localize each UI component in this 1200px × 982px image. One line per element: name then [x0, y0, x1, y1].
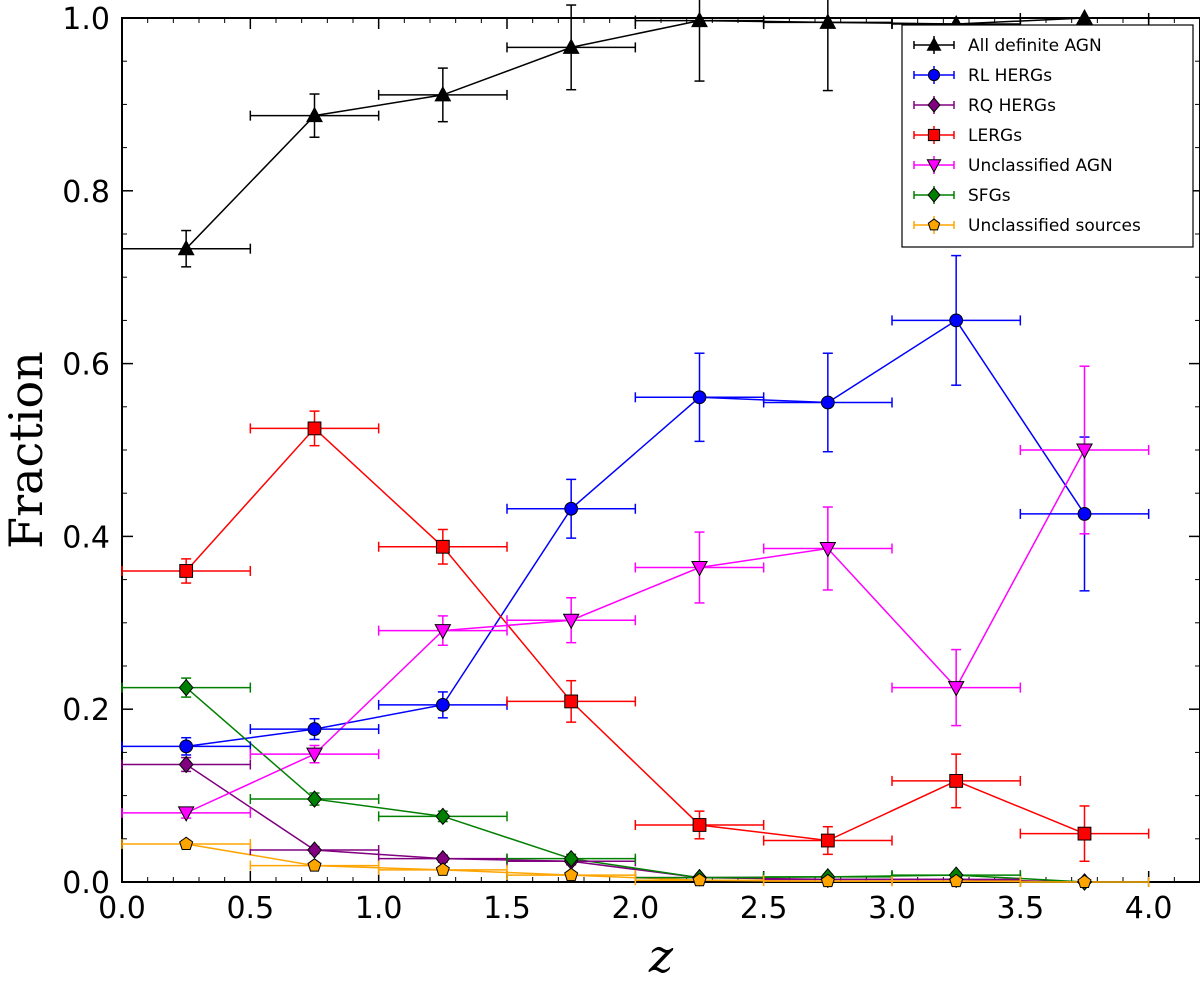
legend-marker	[927, 128, 941, 142]
y-tick-label: 0.4	[62, 520, 110, 555]
data-point	[179, 564, 194, 578]
data-point	[177, 239, 195, 256]
legend-marker	[926, 36, 942, 51]
data-point	[307, 790, 322, 808]
data-point	[178, 678, 194, 697]
x-tick-label: 1.5	[483, 891, 531, 926]
data-point	[1077, 874, 1092, 889]
y-tick-label: 0.2	[62, 693, 110, 728]
data-point	[1077, 507, 1092, 521]
series-line	[186, 319, 1086, 748]
data-point	[435, 807, 451, 826]
data-point	[435, 539, 450, 554]
legend-marker	[926, 159, 942, 174]
data-point	[949, 313, 964, 328]
series-line	[185, 427, 1085, 842]
legend: All definite AGN RL HERGs RQ HERGs LERGs Unc…	[901, 24, 1194, 248]
data-point	[692, 872, 707, 887]
data-point	[179, 739, 194, 754]
x-tick-label: 3.0	[868, 891, 916, 926]
data-point	[949, 873, 964, 888]
legend-label: Unclassified sources	[968, 216, 1141, 236]
legend-label: SFGs	[968, 186, 1011, 206]
legend-marker	[927, 68, 941, 82]
data-point	[179, 836, 194, 850]
x-tick-label: 0.0	[98, 891, 146, 926]
data-point	[564, 867, 579, 882]
data-point	[307, 858, 322, 872]
data-point	[434, 624, 452, 640]
data-point	[819, 541, 837, 558]
data-point	[947, 681, 965, 697]
y-tick-label: 1.0	[62, 2, 110, 37]
data-point	[306, 747, 323, 764]
data-point	[435, 697, 450, 712]
data-point	[178, 755, 194, 774]
data-point	[949, 774, 964, 788]
legend-marker	[927, 187, 941, 203]
data-point	[820, 395, 835, 410]
data-point	[434, 85, 452, 102]
data-point	[691, 561, 708, 577]
data-point	[820, 833, 835, 848]
legend-marker	[927, 218, 941, 231]
axis-ticks: 0.0 0.5 1.0 1.5 2.0 2.5 3.0 3.5 4.0 0.0 0.2 0.4 0.6 0…	[62, 2, 1200, 926]
x-tick-label: 2.0	[611, 891, 659, 926]
y-axis-title: Fraction	[0, 351, 53, 549]
data-point	[307, 421, 322, 436]
x-tick-label: 2.5	[740, 891, 788, 926]
data-markers	[177, 8, 1093, 891]
data-point	[692, 818, 707, 832]
data-point	[820, 873, 835, 888]
legend-label: LERGs	[968, 126, 1022, 146]
data-point	[563, 849, 579, 868]
data-point	[306, 106, 323, 123]
y-tick-label: 0.6	[62, 348, 110, 383]
legend-label: Unclassified AGN	[968, 156, 1113, 176]
legend-label: All definite AGN	[968, 36, 1102, 56]
legend-label: RL HERGs	[968, 66, 1052, 86]
data-point	[435, 862, 450, 876]
data-point	[1076, 8, 1093, 25]
data-point	[819, 13, 837, 29]
series-line	[185, 449, 1086, 814]
x-tick-label: 3.5	[996, 891, 1044, 926]
y-tick-label: 0.8	[62, 175, 110, 210]
data-point	[564, 694, 579, 709]
data-point	[691, 11, 708, 28]
data-point	[1077, 826, 1092, 841]
data-point	[562, 38, 580, 54]
x-tick-label: 1.0	[355, 891, 403, 926]
legend-box	[901, 24, 1194, 248]
legend-marker	[927, 97, 941, 113]
data-point	[1076, 443, 1093, 460]
x-tick-label: 0.5	[226, 891, 274, 926]
data-point	[307, 722, 322, 736]
data-point	[562, 613, 580, 630]
x-tick-label: 4.0	[1125, 891, 1173, 926]
y-tick-label: 0.0	[62, 866, 110, 901]
data-point	[307, 841, 322, 859]
x-axis-title: z	[648, 929, 674, 982]
data-point	[177, 806, 195, 822]
legend-label: RQ HERGs	[968, 96, 1056, 116]
data-point	[692, 390, 707, 405]
data-point	[564, 501, 579, 516]
